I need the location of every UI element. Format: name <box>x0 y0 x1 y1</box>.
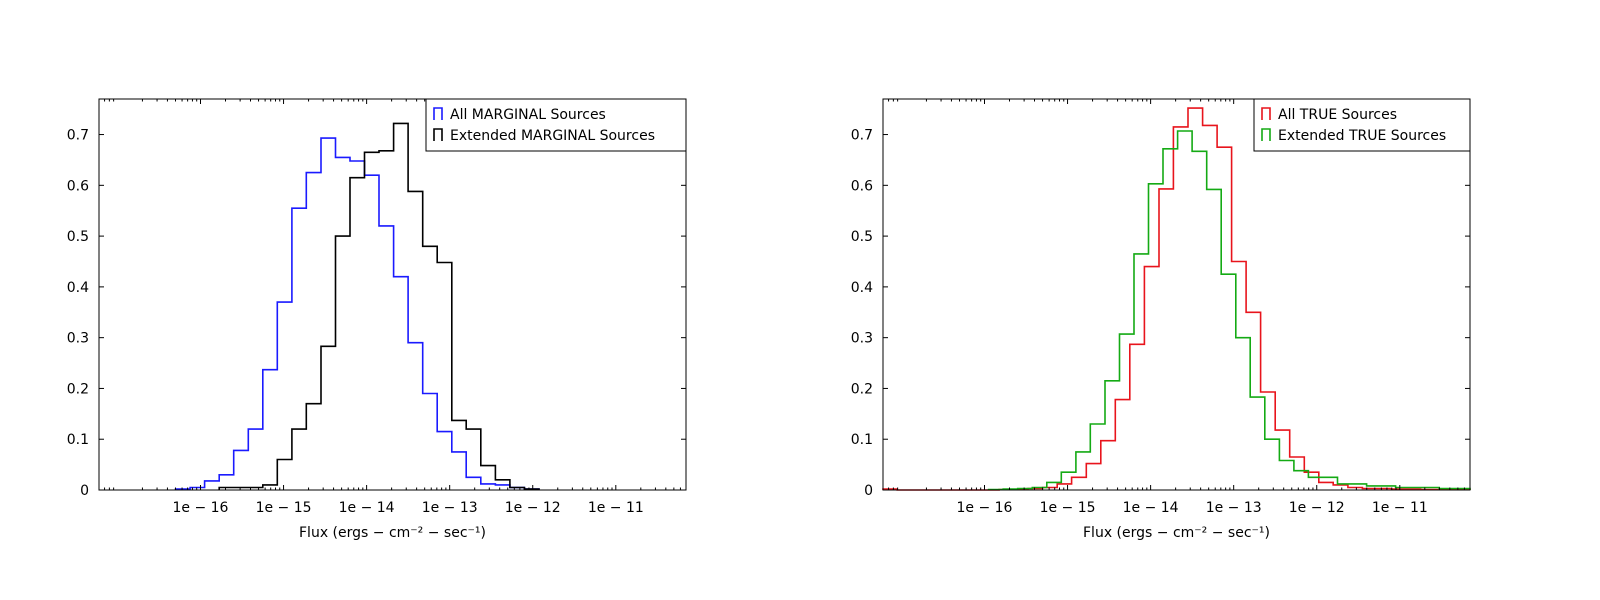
y-tick-label: 0.7 <box>67 128 89 144</box>
legend-box <box>1253 98 1471 152</box>
x-axis-label: Flux (ergs − cm⁻² − sec⁻¹) <box>299 525 486 541</box>
legend-swatch-icon <box>1261 128 1271 141</box>
y-tick-label: 0.2 <box>67 381 89 397</box>
plot-frame <box>98 98 687 491</box>
legend-swatch-icon <box>433 128 443 141</box>
y-tick-label: 0.3 <box>851 331 873 347</box>
y-tick-label: 0.1 <box>851 432 873 448</box>
x-tick-label: 1e − 15 <box>1040 500 1096 516</box>
x-tick-label: 1e − 11 <box>1372 500 1428 516</box>
legend-swatch-icon <box>433 107 443 120</box>
y-tick-label: 0.7 <box>851 128 873 144</box>
series-1-step-line <box>987 130 1471 491</box>
plot-frame <box>882 98 1471 491</box>
y-tick-label: 0.4 <box>851 280 873 296</box>
legend-swatch-icon <box>1261 107 1271 120</box>
right-histogram-panel: 0 0.1 0.2 0.3 0.4 0.5 0.6 0.7 1e − 16 1e − 15 1e −… <box>851 98 1471 541</box>
x-tick-label: 1e − 16 <box>957 500 1013 516</box>
x-tick-label: 1e − 13 <box>1206 500 1262 516</box>
y-tick-label: 0 <box>80 483 89 499</box>
x-tick-label: 1e − 14 <box>1123 500 1179 516</box>
left-histogram-panel: 0 0.1 0.2 0.3 0.4 0.5 0.6 0.7 1e − 16 1e − 15 1e −… <box>67 98 687 541</box>
x-tick-label: 1e − 16 <box>173 500 229 516</box>
y-tick-label: 0.4 <box>67 280 89 296</box>
series-1-step-line <box>218 122 540 490</box>
y-tick-label: 0.2 <box>851 381 873 397</box>
x-tick-label: 1e − 12 <box>1289 500 1345 516</box>
x-axis-label: Flux (ergs − cm⁻² − sec⁻¹) <box>1083 525 1270 541</box>
legend-label: Extended MARGINAL Sources <box>450 128 655 144</box>
y-tick-label: 0.5 <box>67 229 89 245</box>
y-tick-label: 0.5 <box>851 229 873 245</box>
series-0-step-line <box>882 107 1471 491</box>
x-tick-label: 1e − 13 <box>422 500 478 516</box>
x-tick-label: 1e − 15 <box>256 500 312 516</box>
x-tick-label: 1e − 14 <box>339 500 395 516</box>
y-tick-label: 0.3 <box>67 331 89 347</box>
legend-label: Extended TRUE Sources <box>1278 128 1446 144</box>
legend-label: All TRUE Sources <box>1278 107 1397 123</box>
series-0-step-line <box>174 137 540 490</box>
x-tick-label: 1e − 12 <box>505 500 561 516</box>
y-tick-label: 0.6 <box>851 178 873 194</box>
legend-box <box>425 98 687 152</box>
y-tick-label: 0.6 <box>67 178 89 194</box>
x-tick-label: 1e − 11 <box>588 500 644 516</box>
y-tick-label: 0 <box>864 483 873 499</box>
y-tick-label: 0.1 <box>67 432 89 448</box>
legend-label: All MARGINAL Sources <box>450 107 606 123</box>
